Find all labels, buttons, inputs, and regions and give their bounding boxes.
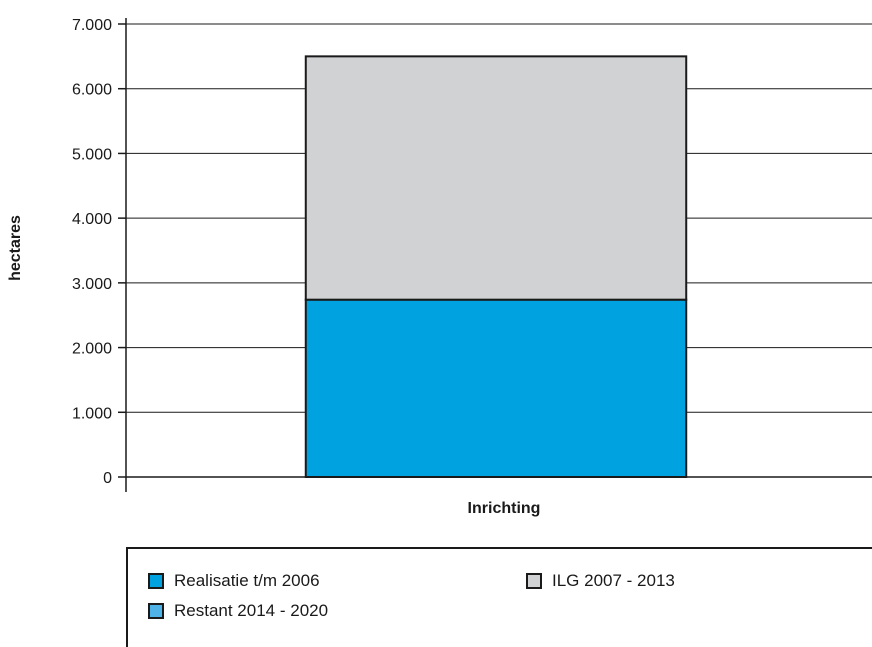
y-tick-label: 2.000 xyxy=(72,341,112,358)
legend-label: ILG 2007 - 2013 xyxy=(552,571,675,590)
legend-label: Restant 2014 - 2020 xyxy=(174,601,329,620)
legend-item-realisatie: Realisatie t/m 2006 xyxy=(148,571,320,591)
y-tick-label: 3.000 xyxy=(72,276,112,293)
legend-item-restant: Restant 2014 - 2020 xyxy=(148,601,328,621)
stacked-bar-chart: 0 1.000 2.000 3.000 4.000 5.000 6.000 7.000 hec… xyxy=(7,17,872,517)
legend-swatch xyxy=(148,603,164,619)
y-tick-label: 7.000 xyxy=(72,17,112,34)
bar-segment-0 xyxy=(304,298,688,478)
bar-segments xyxy=(304,55,688,478)
x-axis-title: Inrichting xyxy=(468,500,541,517)
legend-swatch xyxy=(526,573,542,589)
y-tick-label: 5.000 xyxy=(72,146,112,163)
y-tick-label: 6.000 xyxy=(72,82,112,99)
legend-swatch xyxy=(148,573,164,589)
legend: Realisatie t/m 2006 ILG 2007 - 2013 Rest… xyxy=(126,547,872,647)
y-tick-label: 4.000 xyxy=(72,211,112,228)
bar-segment-1 xyxy=(304,55,688,301)
y-tick-label: 0 xyxy=(103,470,112,487)
y-axis-ticks: 0 1.000 2.000 3.000 4.000 5.000 6.000 7.000 xyxy=(72,17,126,487)
y-tick-label: 1.000 xyxy=(72,405,112,422)
legend-item-ilg: ILG 2007 - 2013 xyxy=(526,571,675,591)
y-axis-title: hectares xyxy=(7,215,24,281)
legend-label: Realisatie t/m 2006 xyxy=(174,571,320,590)
